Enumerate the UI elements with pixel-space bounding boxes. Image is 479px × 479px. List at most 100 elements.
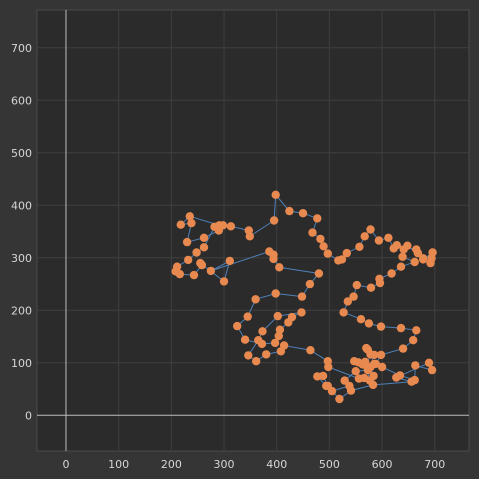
data-point xyxy=(270,338,280,348)
data-point xyxy=(377,362,387,372)
data-point xyxy=(346,386,356,395)
data-point xyxy=(226,222,236,231)
data-point xyxy=(343,297,352,306)
data-point xyxy=(316,234,325,244)
data-point xyxy=(370,350,379,360)
data-point xyxy=(271,190,280,199)
data-point xyxy=(182,237,192,247)
data-point xyxy=(244,351,253,360)
data-point xyxy=(339,308,348,317)
data-point xyxy=(218,221,228,230)
y-tick-label: 200 xyxy=(11,304,32,317)
axes xyxy=(37,10,469,451)
data-point xyxy=(361,360,370,370)
grid-lines xyxy=(37,10,469,451)
y-tick-label: 0 xyxy=(25,409,32,422)
data-point xyxy=(206,266,216,276)
data-point xyxy=(243,312,252,321)
data-point xyxy=(364,319,374,328)
data-point xyxy=(192,248,201,257)
data-point xyxy=(252,357,261,366)
data-point xyxy=(349,292,358,301)
data-point xyxy=(395,371,405,380)
y-tick-label: 600 xyxy=(11,94,32,107)
data-point xyxy=(225,256,234,266)
data-point xyxy=(308,228,317,237)
data-point xyxy=(271,289,280,298)
data-point xyxy=(427,365,437,375)
data-point xyxy=(337,255,347,264)
data-point xyxy=(392,241,401,250)
data-point xyxy=(274,331,283,341)
data-point xyxy=(398,344,408,353)
data-point xyxy=(412,326,421,335)
data-point xyxy=(240,335,250,344)
data-point xyxy=(318,371,328,381)
data-point xyxy=(351,367,360,376)
data-point xyxy=(273,311,282,321)
data-point xyxy=(199,233,209,242)
data-point xyxy=(245,232,254,241)
data-point xyxy=(356,315,366,324)
data-point xyxy=(375,278,385,288)
data-point xyxy=(185,212,194,221)
data-point xyxy=(427,254,436,263)
data-point xyxy=(305,279,315,289)
data-point xyxy=(258,327,267,336)
tick-labels: 0 100 200 300 400 500 600 700 0 100 200 300 400 500 60… xyxy=(11,42,445,471)
data-point xyxy=(172,262,182,271)
data-point xyxy=(319,242,328,251)
data-point xyxy=(360,232,369,241)
data-point xyxy=(396,262,406,271)
data-point xyxy=(354,374,364,383)
data-point xyxy=(410,375,419,385)
x-tick-label: 0 xyxy=(62,458,69,471)
y-tick-label: 700 xyxy=(11,42,32,55)
data-point xyxy=(298,209,308,218)
data-point xyxy=(275,263,284,272)
data-point xyxy=(352,280,361,290)
data-point xyxy=(419,254,428,263)
y-tick-label: 300 xyxy=(11,252,32,265)
data-point xyxy=(189,270,199,280)
y-tick-label: 400 xyxy=(11,199,32,212)
data-point xyxy=(251,295,260,304)
data-point xyxy=(297,308,306,317)
x-tick-label: 700 xyxy=(424,458,445,471)
data-point xyxy=(413,248,423,258)
data-point xyxy=(374,236,384,245)
data-point xyxy=(409,336,418,345)
data-point xyxy=(424,358,434,367)
data-point xyxy=(265,247,274,256)
data-point xyxy=(257,339,267,349)
data-point xyxy=(355,242,364,251)
data-point xyxy=(363,345,372,354)
series-points xyxy=(171,190,437,404)
data-point xyxy=(376,350,386,360)
data-point xyxy=(284,318,293,327)
data-point xyxy=(398,252,407,261)
x-tick-label: 100 xyxy=(108,458,129,471)
data-point xyxy=(187,218,196,228)
data-point xyxy=(314,269,324,278)
x-tick-label: 300 xyxy=(214,458,235,471)
data-point xyxy=(335,394,344,404)
data-point xyxy=(411,361,420,370)
data-point xyxy=(276,347,286,356)
data-point xyxy=(366,283,376,292)
x-tick-label: 600 xyxy=(372,458,393,471)
x-tick-label: 500 xyxy=(319,458,340,471)
data-point xyxy=(323,381,332,391)
data-point xyxy=(366,225,375,234)
data-point xyxy=(233,321,242,331)
data-point xyxy=(410,257,419,267)
data-point xyxy=(399,245,408,254)
data-point xyxy=(269,216,279,225)
data-point xyxy=(387,269,396,278)
data-point xyxy=(219,277,229,286)
data-point xyxy=(376,322,386,331)
data-point xyxy=(275,325,285,334)
data-point xyxy=(197,260,207,270)
data-point xyxy=(396,323,406,333)
